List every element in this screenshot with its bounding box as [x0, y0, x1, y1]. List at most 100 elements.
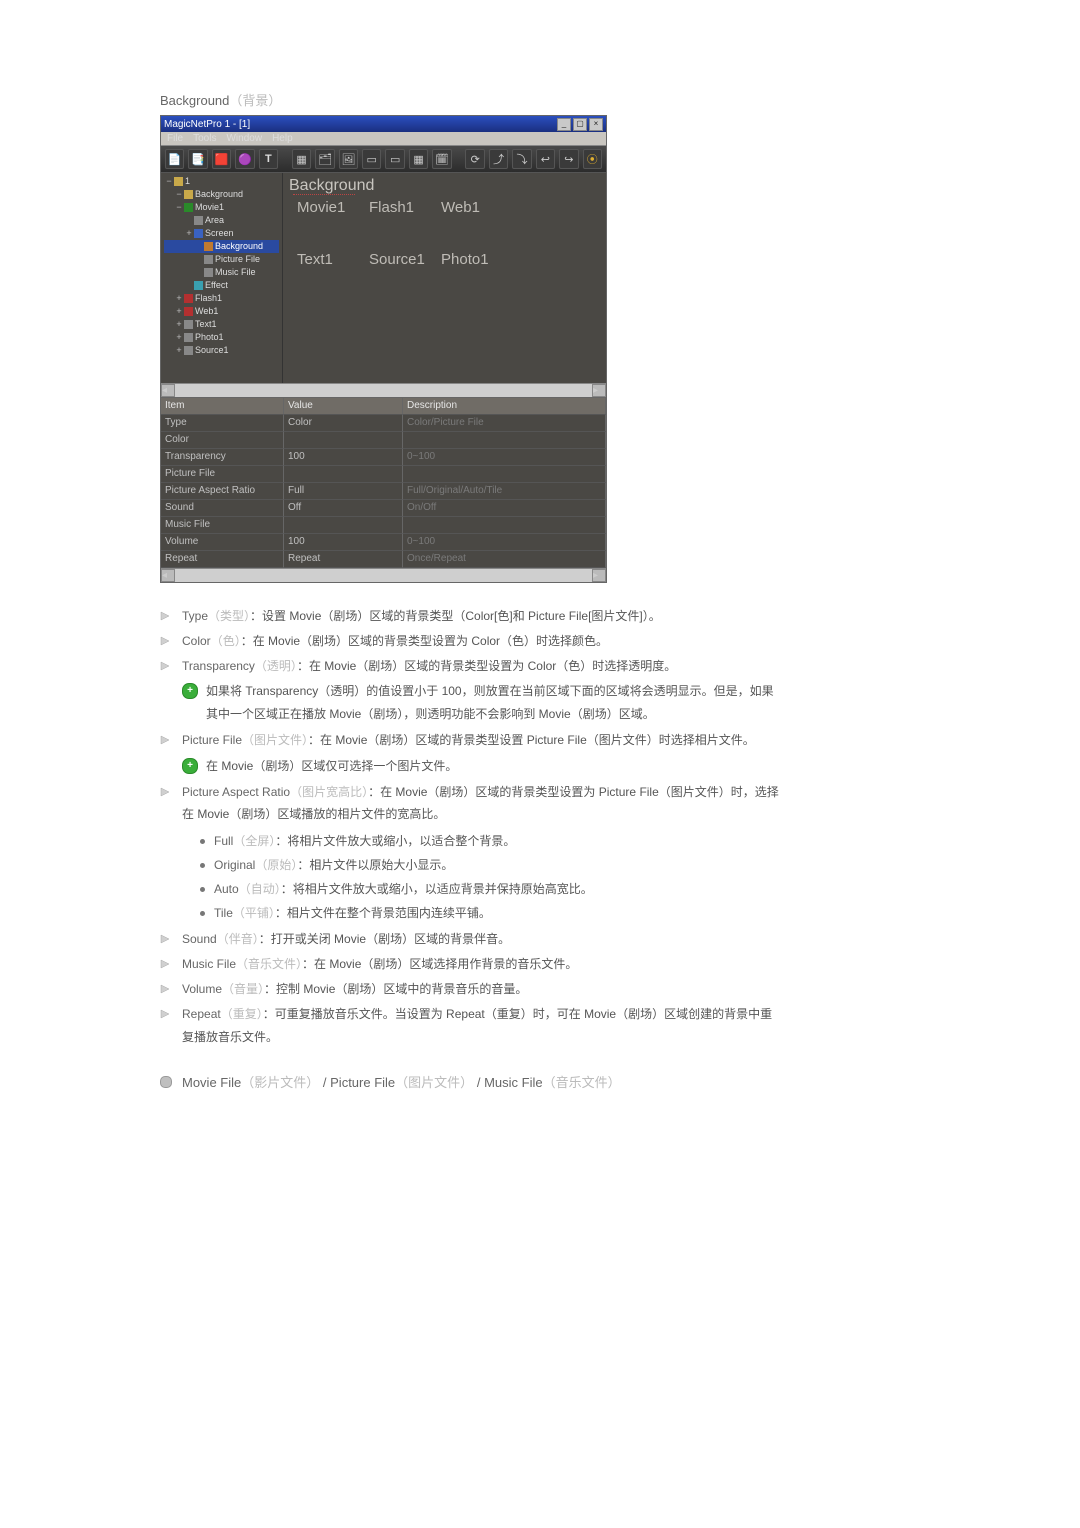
canvas-object[interactable]: Text1: [297, 251, 367, 297]
close-button[interactable]: ×: [589, 118, 603, 131]
tool-icon[interactable]: 🟥: [212, 149, 231, 169]
section-title-en: Background: [160, 93, 229, 108]
footer-term: Movie File: [182, 1075, 241, 1090]
property-row[interactable]: Music File: [161, 517, 606, 534]
tree-item[interactable]: Picture File: [164, 253, 279, 266]
tool-icon[interactable]: 🟣: [235, 149, 254, 169]
scroll-left-icon[interactable]: ◂: [161, 569, 175, 582]
prop-desc: Once/Repeat: [403, 551, 606, 568]
minimize-button[interactable]: _: [557, 118, 571, 131]
window-title: MagicNetPro 1 - [1]: [164, 119, 557, 130]
canvas-scrollbar[interactable]: ◂ ▸: [161, 383, 606, 397]
tool-icon[interactable]: 🗂: [315, 149, 334, 169]
tool-icon[interactable]: 📑: [188, 149, 207, 169]
footer-zh: （图片文件）: [395, 1075, 473, 1090]
menu-file[interactable]: File: [167, 133, 183, 144]
canvas-object[interactable]: Web1: [441, 199, 511, 245]
tree-item[interactable]: Music File: [164, 266, 279, 279]
tree-item[interactable]: +Photo1: [164, 331, 279, 344]
tree-item[interactable]: Area: [164, 214, 279, 227]
property-row[interactable]: Picture Aspect RatioFullFull/Original/Au…: [161, 483, 606, 500]
canvas-object[interactable]: Photo1: [441, 251, 511, 297]
properties-grid: Item Value Description TypeColorColor/Pi…: [161, 397, 606, 568]
menu-tools[interactable]: Tools: [193, 133, 216, 144]
prop-desc: Color/Picture File: [403, 415, 606, 432]
doc-subitem: Tile（平铺）：相片文件在整个背景范围内连续平铺。: [200, 902, 780, 925]
titlebar: MagicNetPro 1 - [1] _ ▢ ×: [161, 116, 606, 132]
doc-row: Color（色）：在 Movie（剧场）区域的背景类型设置为 Color（色）时…: [160, 630, 780, 653]
prop-desc: 0~100: [403, 534, 606, 551]
tree-item[interactable]: +Web1: [164, 305, 279, 318]
prop-item: Repeat: [161, 551, 284, 568]
prop-value[interactable]: [284, 466, 403, 483]
plus-icon: +: [182, 758, 198, 774]
tool-icon[interactable]: ↩: [536, 149, 555, 169]
menu-help[interactable]: Help: [272, 133, 293, 144]
doc-subitem: Original（原始）：相片文件以原始大小显示。: [200, 854, 780, 877]
doc-row: Volume（音量）：控制 Movie（剧场）区域中的背景音乐的音量。: [160, 978, 780, 1001]
scroll-right-icon[interactable]: ▸: [592, 384, 606, 397]
doc-row: Picture File（图片文件）：在 Movie（剧场）区域的背景类型设置 …: [160, 729, 780, 752]
tool-icon[interactable]: 📄: [165, 149, 184, 169]
tool-icon[interactable]: ▦: [409, 149, 428, 169]
tree-item[interactable]: +Screen: [164, 227, 279, 240]
tree-item[interactable]: +Text1: [164, 318, 279, 331]
doc-row-body: Picture Aspect Ratio（图片宽高比）：在 Movie（剧场）区…: [182, 781, 780, 827]
tree-panel: −1−Background−Movie1Area+ScreenBackgroun…: [161, 173, 283, 383]
tree-item[interactable]: +Source1: [164, 344, 279, 357]
tool-icon[interactable]: T: [259, 149, 278, 169]
prop-value[interactable]: 100: [284, 449, 403, 466]
tree-item[interactable]: −Movie1: [164, 201, 279, 214]
tool-icon[interactable]: 🖼: [339, 149, 358, 169]
prop-head-item: Item: [161, 398, 284, 415]
property-row[interactable]: SoundOffOn/Off: [161, 500, 606, 517]
prop-item: Picture Aspect Ratio: [161, 483, 284, 500]
property-row[interactable]: RepeatRepeatOnce/Repeat: [161, 551, 606, 568]
doc-row-body: Type（类型）：设置 Movie（剧场）区域的背景类型（Color[色]和 P…: [182, 605, 780, 628]
property-row[interactable]: Transparency1000~100: [161, 449, 606, 466]
canvas-object[interactable]: Flash1: [369, 199, 439, 245]
property-row[interactable]: Color: [161, 432, 606, 449]
tool-icon[interactable]: 🗓: [432, 149, 451, 169]
prop-value[interactable]: [284, 432, 403, 449]
property-row[interactable]: Picture File: [161, 466, 606, 483]
tree-item[interactable]: −Background: [164, 188, 279, 201]
footer-sep: /: [323, 1075, 327, 1090]
doc-row: Picture Aspect Ratio（图片宽高比）：在 Movie（剧场）区…: [160, 781, 780, 827]
menu-window[interactable]: Window: [226, 133, 262, 144]
scroll-right-icon[interactable]: ▸: [592, 569, 606, 582]
tree-item[interactable]: +Flash1: [164, 292, 279, 305]
doc-row-body: Music File（音乐文件）：在 Movie（剧场）区域选择用作背景的音乐文…: [182, 953, 780, 976]
tool-icon[interactable]: ▦: [292, 149, 311, 169]
arrow-icon: [160, 933, 172, 945]
prop-value[interactable]: [284, 517, 403, 534]
tool-icon[interactable]: ⤴: [489, 149, 508, 169]
arrow-icon: [160, 1008, 172, 1020]
tree-item[interactable]: Effect: [164, 279, 279, 292]
canvas-object[interactable]: Source1: [369, 251, 439, 297]
prop-value[interactable]: Full: [284, 483, 403, 500]
tool-icon[interactable]: ⤵: [512, 149, 531, 169]
canvas-object[interactable]: Movie1: [297, 199, 367, 245]
tool-icon[interactable]: ⟳: [465, 149, 484, 169]
prop-desc: 0~100: [403, 449, 606, 466]
prop-value[interactable]: Off: [284, 500, 403, 517]
property-row[interactable]: TypeColorColor/Picture File: [161, 415, 606, 432]
prop-value[interactable]: Color: [284, 415, 403, 432]
tool-icon[interactable]: ↪: [559, 149, 578, 169]
page: Background（背景） MagicNetPro 1 - [1] _ ▢ ×…: [0, 0, 1080, 1528]
tool-icon[interactable]: ▭: [385, 149, 404, 169]
prop-head-desc: Description: [403, 398, 606, 415]
tool-icon[interactable]: ⦿: [583, 149, 602, 169]
scroll-left-icon[interactable]: ◂: [161, 384, 175, 397]
window-buttons: _ ▢ ×: [557, 118, 603, 131]
tree-item[interactable]: Background: [164, 240, 279, 253]
properties-scrollbar[interactable]: ◂ ▸: [161, 568, 606, 582]
prop-value[interactable]: 100: [284, 534, 403, 551]
maximize-button[interactable]: ▢: [573, 118, 587, 131]
doc-row: Transparency（透明）：在 Movie（剧场）区域的背景类型设置为 C…: [160, 655, 780, 678]
tree-item[interactable]: −1: [164, 175, 279, 188]
tool-icon[interactable]: ▭: [362, 149, 381, 169]
property-row[interactable]: Volume1000~100: [161, 534, 606, 551]
prop-value[interactable]: Repeat: [284, 551, 403, 568]
